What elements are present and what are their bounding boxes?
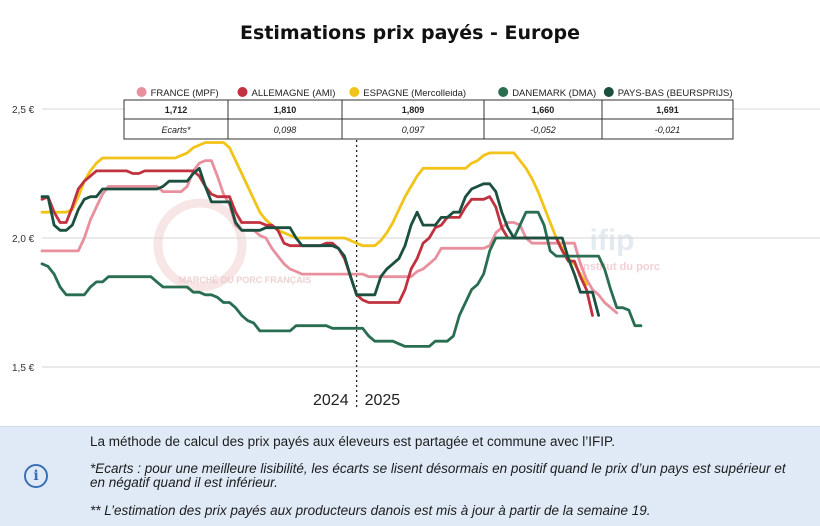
legend-label-3: ESPAGNE (Mercolleida) (363, 88, 466, 99)
y-tick-label: 2,0 € (12, 234, 35, 245)
info-ecarts-note-cont: en négatif quand il est inférieur. (90, 475, 278, 490)
y-axis: 1,5 € 2,0 € 2,5 € (12, 105, 35, 374)
legend-ecart-2: 0,098 (274, 125, 297, 135)
legend-last-value-1: 1,712 (165, 105, 188, 115)
watermark-brand: ifip (590, 224, 635, 257)
info-ecarts-note: *Ecarts : pour une meilleure lisibilité,… (90, 461, 786, 476)
legend-ecart-5: -0,021 (655, 125, 681, 135)
legend-ecart-4: -0,052 (530, 125, 556, 135)
x-period-label-2025: 2025 (365, 392, 401, 409)
info-denmark-note: ** L’estimation des prix payés aux produ… (90, 503, 651, 518)
legend-marker-5 (603, 87, 614, 97)
legend-marker-3 (349, 87, 360, 97)
y-tick-label: 2,5 € (12, 105, 35, 116)
legend-marker-1 (136, 87, 147, 97)
x-period-label-2024: 2024 (313, 392, 349, 409)
series-line-5 (40, 166, 600, 317)
series-line-2 (40, 169, 594, 317)
legend-label-1: FRANCE (MPF) (151, 88, 219, 99)
watermark-left-text: MARCHÉ DU PORC FRANÇAIS (179, 275, 312, 285)
info-method-note: La méthode de calcul des prix payés aux … (90, 434, 616, 449)
info-panel: i La méthode de calcul des prix payés au… (0, 426, 820, 526)
series-line-1 (40, 159, 619, 315)
series-lines (40, 141, 643, 348)
series-line-3 (40, 141, 588, 286)
legend-marker-2 (237, 87, 248, 97)
chart-title: Estimations prix payés - Europe (240, 22, 580, 44)
legend-last-value-3: 1,809 (402, 105, 425, 115)
info-icon: i (24, 464, 48, 488)
legend-last-value-4: 1,660 (532, 105, 555, 115)
legend-label-2: ALLEMAGNE (AMI) (252, 88, 336, 99)
watermark-sub: Institut du porc (580, 261, 660, 273)
legend-table: FRANCE (MPF) 1,712 Ecarts* ALLEMAGNE (AMI) 1… (123, 87, 734, 140)
legend-ecart-label: Ecarts* (161, 125, 191, 135)
legend-last-value-5: 1,691 (656, 105, 679, 115)
legend-marker-4 (498, 87, 509, 97)
period-labels: 2024 2025 (313, 392, 400, 409)
euro-watermark-icon (153, 198, 247, 292)
watermark: MARCHÉ DU PORC FRANÇAIS ifip Institut du… (153, 198, 660, 292)
legend-last-value-2: 1,810 (274, 105, 297, 115)
y-tick-label: 1,5 € (12, 363, 35, 374)
legend-label-5: PAYS-BAS (BEURSPRIJS) (618, 88, 733, 99)
price-chart: MARCHÉ DU PORC FRANÇAIS ifip Institut du… (12, 87, 820, 409)
legend-ecart-3: 0,097 (402, 125, 426, 135)
series-line-4 (40, 210, 643, 348)
legend-label-4: DANEMARK (DMA) (512, 88, 596, 99)
